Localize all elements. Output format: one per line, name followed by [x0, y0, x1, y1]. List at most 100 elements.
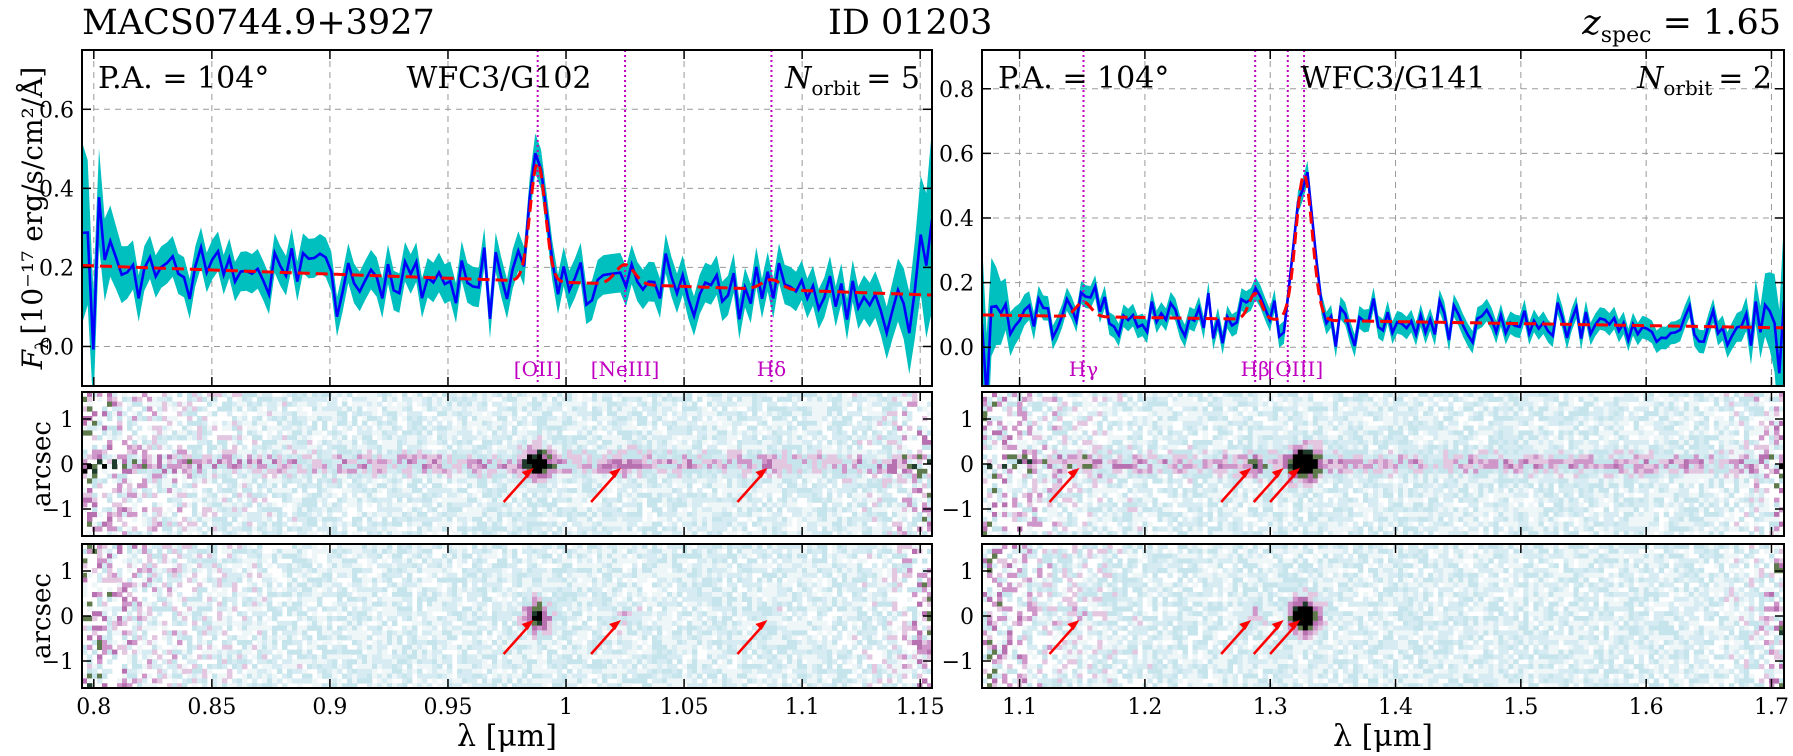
grid [82, 50, 932, 386]
arrow [1252, 625, 1280, 655]
arrow [1269, 625, 1296, 655]
stamp-y-tick-label: −1 [42, 498, 74, 523]
spectrum-frame [81, 49, 933, 387]
stamp-y-tick-label: 0 [960, 605, 974, 630]
zspec-subscript: spec [1600, 23, 1652, 48]
arrow-head [755, 468, 768, 478]
model-line [82, 161, 932, 297]
emission-line-label: Hγ [1069, 357, 1098, 381]
arrow-head [1288, 620, 1301, 630]
y-tick-label: 0.6 [939, 142, 974, 167]
y-tick-label: 0.0 [939, 336, 974, 361]
x-axis-label: λ [μm] [457, 719, 557, 754]
x-axis-label: λ [μm] [1333, 719, 1433, 754]
x-tick-label: 1.1 [1002, 695, 1037, 720]
arrow-head [609, 620, 622, 630]
stamp-y-tick-label: 0 [960, 453, 974, 478]
x-tick-label: 1.7 [1754, 695, 1789, 720]
stamp-y-tick-label: −1 [42, 650, 74, 675]
stamp-pixels [82, 544, 933, 689]
zspec-symbol: z [1582, 3, 1601, 43]
arrow [736, 473, 764, 503]
model-line [982, 172, 1784, 330]
stamp-pixels [982, 544, 1785, 689]
flux-line [982, 171, 1784, 386]
arrow [1220, 473, 1248, 503]
y-tick-label: 0.8 [939, 78, 974, 103]
stamp-y-tick-label: −1 [942, 498, 974, 523]
grism-title: WFC3/G102 [406, 61, 591, 96]
y-tick-label: 0.2 [39, 256, 74, 281]
emission-line-label: Hβ [1241, 357, 1270, 381]
spectrum-panel-right: 0.0 0.2 0.4 0.6 0.8 P.A. = 104° WFC3/G141 Norbi… [939, 49, 1789, 754]
norbit-value: = 5 [866, 61, 920, 96]
stamp-y-tick-label: 0 [60, 453, 74, 478]
arrow-head [609, 468, 622, 478]
x-tick-label: 0.85 [187, 695, 236, 720]
arrow-head [521, 468, 534, 478]
arrow [502, 625, 530, 655]
emission-line-label: Hδ [757, 357, 786, 381]
norbit-value: = 2 [1718, 61, 1772, 96]
stamp-y-tick-label: 1 [60, 408, 74, 433]
y-tick-label: 0.4 [39, 177, 74, 202]
zspec-value: = 1.65 [1662, 3, 1781, 43]
y-tick-label: 0.2 [939, 272, 974, 297]
emission-line-label: [OIII] [1267, 357, 1323, 381]
x-tick-label: 0.9 [312, 695, 347, 720]
norbit-symbol: N [1636, 61, 1665, 96]
arrow [502, 473, 530, 503]
stamp-y-axis-label: arcsec [27, 421, 57, 507]
stamp-right-1: 1 0 −1 [942, 391, 1785, 537]
y-axis-label: Fλ [10⁻¹⁷ erg/s/cm²/Å] [16, 67, 53, 371]
arrow-head [521, 620, 534, 630]
arrow [1048, 473, 1076, 503]
stamp-pixels [982, 392, 1785, 537]
stamp-y-tick-label: −1 [942, 650, 974, 675]
plot-area [82, 50, 932, 386]
arrow-head [1271, 620, 1284, 630]
arrow [1269, 473, 1296, 503]
arrow [1252, 473, 1280, 503]
arrow-head [1288, 468, 1301, 478]
arrow-head [1239, 620, 1252, 630]
x-tick-label: 1.1 [785, 695, 820, 720]
arrow-head [1067, 468, 1080, 478]
flux-line [82, 152, 932, 350]
arrow [590, 625, 617, 655]
stamp-pixels [82, 392, 933, 537]
zspec-label: zspec = 1.65 [1582, 0, 1781, 59]
arrow [1220, 625, 1248, 655]
y-axis-subscript: λ [32, 338, 53, 349]
grism-title: WFC3/G141 [1300, 61, 1485, 96]
norbit-subscript: orbit [1663, 76, 1712, 100]
stamp-y-tick-label: 1 [60, 560, 74, 585]
stamp-y-tick-label: 0 [60, 605, 74, 630]
y-tick-label: 0.4 [939, 207, 974, 232]
pa-label: P.A. = 104° [998, 61, 1169, 96]
x-tick-label: 1.05 [660, 695, 709, 720]
emission-line-label: [NeIII] [591, 357, 660, 381]
norbit-label: Norbit = 5 [784, 61, 920, 100]
spectrum-panel-left: 0.0 0.2 0.4 0.6 P.A. = 104° WFC3/G102 Norbit = … [16, 49, 945, 754]
y-axis-symbol: F [16, 348, 49, 370]
arrow-head [755, 620, 768, 630]
arrow-head [1271, 468, 1284, 478]
stamp-y-tick-label: 1 [960, 560, 974, 585]
norbit-symbol: N [784, 61, 813, 96]
stamp-y-tick-label: 1 [960, 408, 974, 433]
arrow [736, 625, 764, 655]
x-tick-label: 0.8 [76, 695, 111, 720]
stamp-right-2: 1 0 −1 [942, 543, 1785, 689]
emission-line-label: [OII] [514, 357, 562, 381]
arrow-head [1239, 468, 1252, 478]
x-tick-label: 1 [559, 695, 573, 720]
x-tick-label: 0.95 [423, 695, 472, 720]
x-tick-label: 1.6 [1629, 695, 1664, 720]
norbit-label: Norbit = 2 [1636, 61, 1772, 100]
pa-label: P.A. = 104° [98, 61, 269, 96]
arrow [590, 473, 617, 503]
